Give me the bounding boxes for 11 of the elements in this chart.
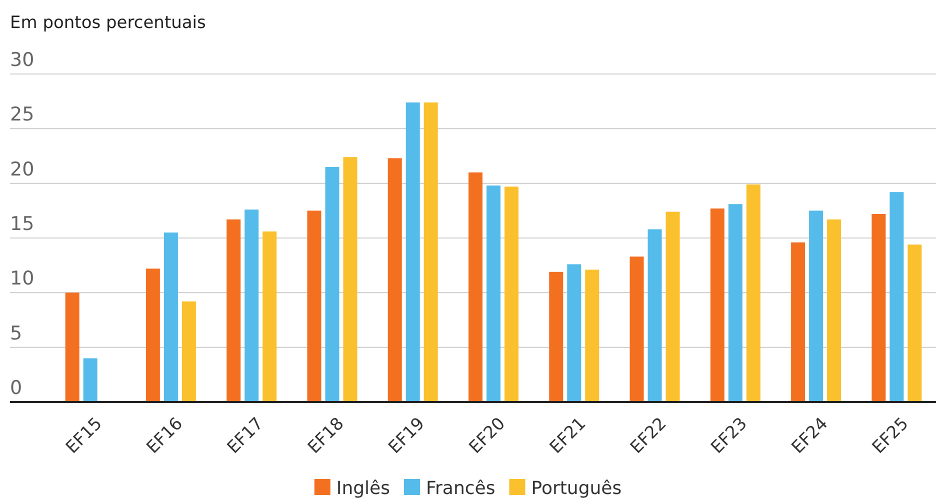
y-tick-label: 25 xyxy=(10,104,34,126)
y-tick-label: 30 xyxy=(10,49,34,71)
legend-label: Português xyxy=(531,478,622,499)
y-tick-label: 5 xyxy=(10,322,22,344)
legend-label: Francês xyxy=(426,478,496,499)
chart-title: Em pontos percentuais xyxy=(10,13,206,33)
legend-label: Inglês xyxy=(336,478,390,499)
y-tick-label: 15 xyxy=(10,213,34,235)
y-tick-label: 20 xyxy=(10,158,34,180)
y-tick-label: 0 xyxy=(10,377,22,399)
y-tick-label: 10 xyxy=(10,268,34,290)
